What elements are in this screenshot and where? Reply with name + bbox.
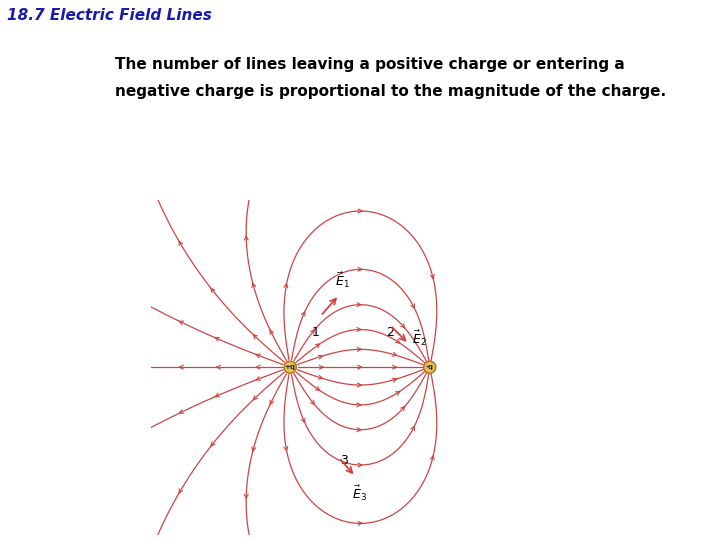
- Text: 3: 3: [340, 454, 348, 467]
- Text: negative charge is proportional to the magnitude of the charge.: negative charge is proportional to the m…: [115, 84, 666, 99]
- Circle shape: [284, 361, 297, 373]
- Circle shape: [426, 363, 434, 372]
- Text: $\vec{E}_3$: $\vec{E}_3$: [351, 483, 366, 503]
- Text: $\vec{E}_2$: $\vec{E}_2$: [412, 329, 427, 348]
- Circle shape: [423, 361, 436, 373]
- Text: +q: +q: [284, 364, 296, 370]
- Text: 1: 1: [312, 326, 320, 339]
- Text: The number of lines leaving a positive charge or entering a: The number of lines leaving a positive c…: [115, 57, 625, 72]
- Text: -q: -q: [426, 364, 433, 370]
- Text: $\vec{E}_1$: $\vec{E}_1$: [335, 271, 350, 291]
- Text: 18.7 Electric Field Lines: 18.7 Electric Field Lines: [7, 8, 212, 23]
- Circle shape: [286, 363, 294, 372]
- Text: 2: 2: [387, 326, 394, 339]
